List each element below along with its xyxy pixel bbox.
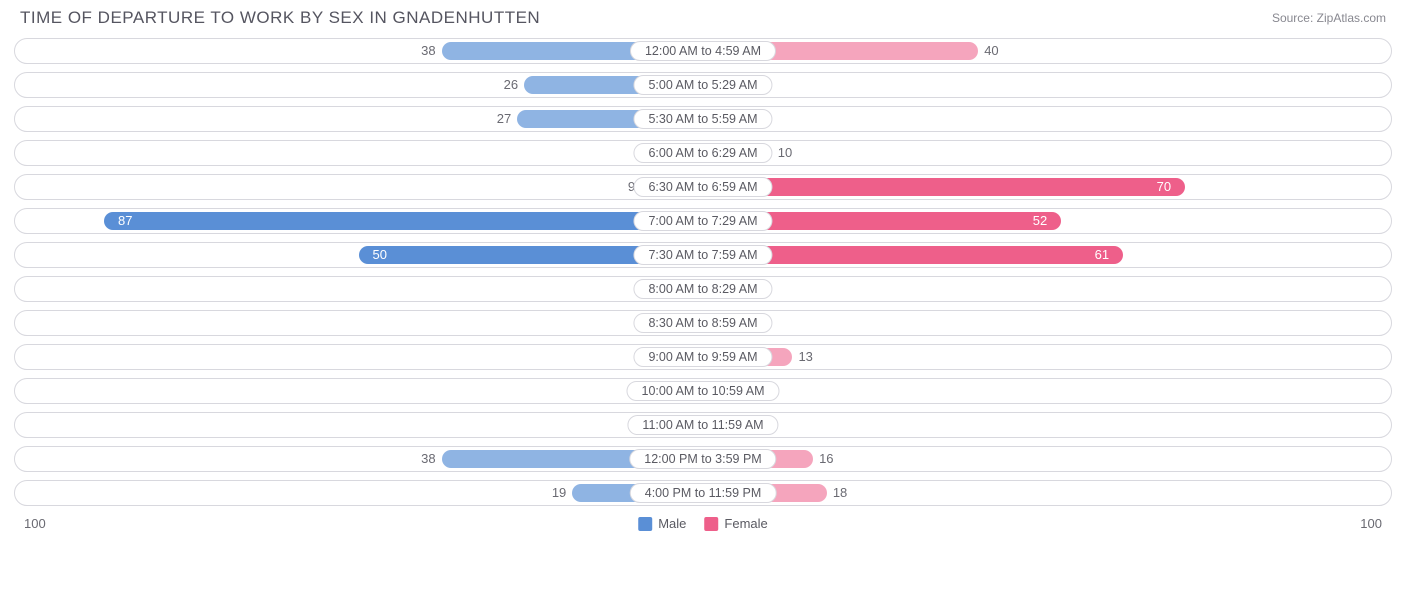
bar-row: 8139:00 AM to 9:59 AM <box>14 344 1392 370</box>
chart-source: Source: ZipAtlas.com <box>1272 11 1386 25</box>
time-range-label: 6:00 AM to 6:29 AM <box>633 143 772 163</box>
bar-row: 278:00 AM to 8:29 AM <box>14 276 1392 302</box>
legend: Male Female <box>638 516 768 531</box>
time-range-label: 5:30 AM to 5:59 AM <box>633 109 772 129</box>
time-range-label: 7:00 AM to 7:29 AM <box>633 211 772 231</box>
female-value: 61 <box>1095 247 1109 262</box>
female-value: 52 <box>1033 213 1047 228</box>
male-value: 50 <box>373 247 387 262</box>
female-value: 13 <box>798 349 812 364</box>
legend-swatch <box>704 517 718 531</box>
bar-row: 458:30 AM to 8:59 AM <box>14 310 1392 336</box>
bar-row: 0106:00 AM to 6:29 AM <box>14 140 1392 166</box>
female-value: 40 <box>984 43 998 58</box>
time-range-label: 5:00 AM to 5:29 AM <box>633 75 772 95</box>
bar-row: 0011:00 AM to 11:59 AM <box>14 412 1392 438</box>
female-value: 16 <box>819 451 833 466</box>
axis-left-label: 100 <box>24 516 46 531</box>
legend-label: Male <box>658 516 686 531</box>
male-bar <box>104 212 703 230</box>
axis-right-label: 100 <box>1360 516 1382 531</box>
female-value: 70 <box>1157 179 1171 194</box>
bar-row: 2675:00 AM to 5:29 AM <box>14 72 1392 98</box>
time-range-label: 6:30 AM to 6:59 AM <box>633 177 772 197</box>
time-range-label: 7:30 AM to 7:59 AM <box>633 245 772 265</box>
legend-item: Male <box>638 516 686 531</box>
male-value: 19 <box>552 485 566 500</box>
female-value: 10 <box>778 145 792 160</box>
time-range-label: 12:00 AM to 4:59 AM <box>630 41 776 61</box>
bar-row: 9706:30 AM to 6:59 AM <box>14 174 1392 200</box>
bar-row: 38 16 12:00 PM to 3:59 PM <box>14 446 1392 472</box>
bar-row: 87 52 7:00 AM to 7:29 AM <box>14 208 1392 234</box>
time-range-label: 11:00 AM to 11:59 AM <box>627 415 778 435</box>
time-range-label: 8:30 AM to 8:59 AM <box>633 313 772 333</box>
male-value: 87 <box>118 213 132 228</box>
bar-row: 0010:00 AM to 10:59 AM <box>14 378 1392 404</box>
time-range-label: 10:00 AM to 10:59 AM <box>627 381 780 401</box>
bar-row: 19 18 4:00 PM to 11:59 PM <box>14 480 1392 506</box>
male-value: 27 <box>497 111 511 126</box>
chart-header: TIME OF DEPARTURE TO WORK BY SEX IN GNAD… <box>0 0 1406 32</box>
legend-item: Female <box>704 516 767 531</box>
chart-footer: 100 Male Female 100 <box>0 514 1406 544</box>
chart-title: TIME OF DEPARTURE TO WORK BY SEX IN GNAD… <box>20 8 540 28</box>
female-value: 18 <box>833 485 847 500</box>
male-value: 26 <box>504 77 518 92</box>
bar-row: 38 40 12:00 AM to 4:59 AM <box>14 38 1392 64</box>
legend-label: Female <box>724 516 767 531</box>
male-value: 38 <box>421 43 435 58</box>
female-bar <box>703 178 1185 196</box>
chart-area: 38 40 12:00 AM to 4:59 AM 2675:00 AM to 5:2… <box>0 32 1406 506</box>
time-range-label: 4:00 PM to 11:59 PM <box>630 483 777 503</box>
legend-swatch <box>638 517 652 531</box>
bar-row: 2705:30 AM to 5:59 AM <box>14 106 1392 132</box>
time-range-label: 12:00 PM to 3:59 PM <box>629 449 776 469</box>
male-value: 38 <box>421 451 435 466</box>
time-range-label: 9:00 AM to 9:59 AM <box>633 347 772 367</box>
time-range-label: 8:00 AM to 8:29 AM <box>633 279 772 299</box>
bar-row: 50 61 7:30 AM to 7:59 AM <box>14 242 1392 268</box>
